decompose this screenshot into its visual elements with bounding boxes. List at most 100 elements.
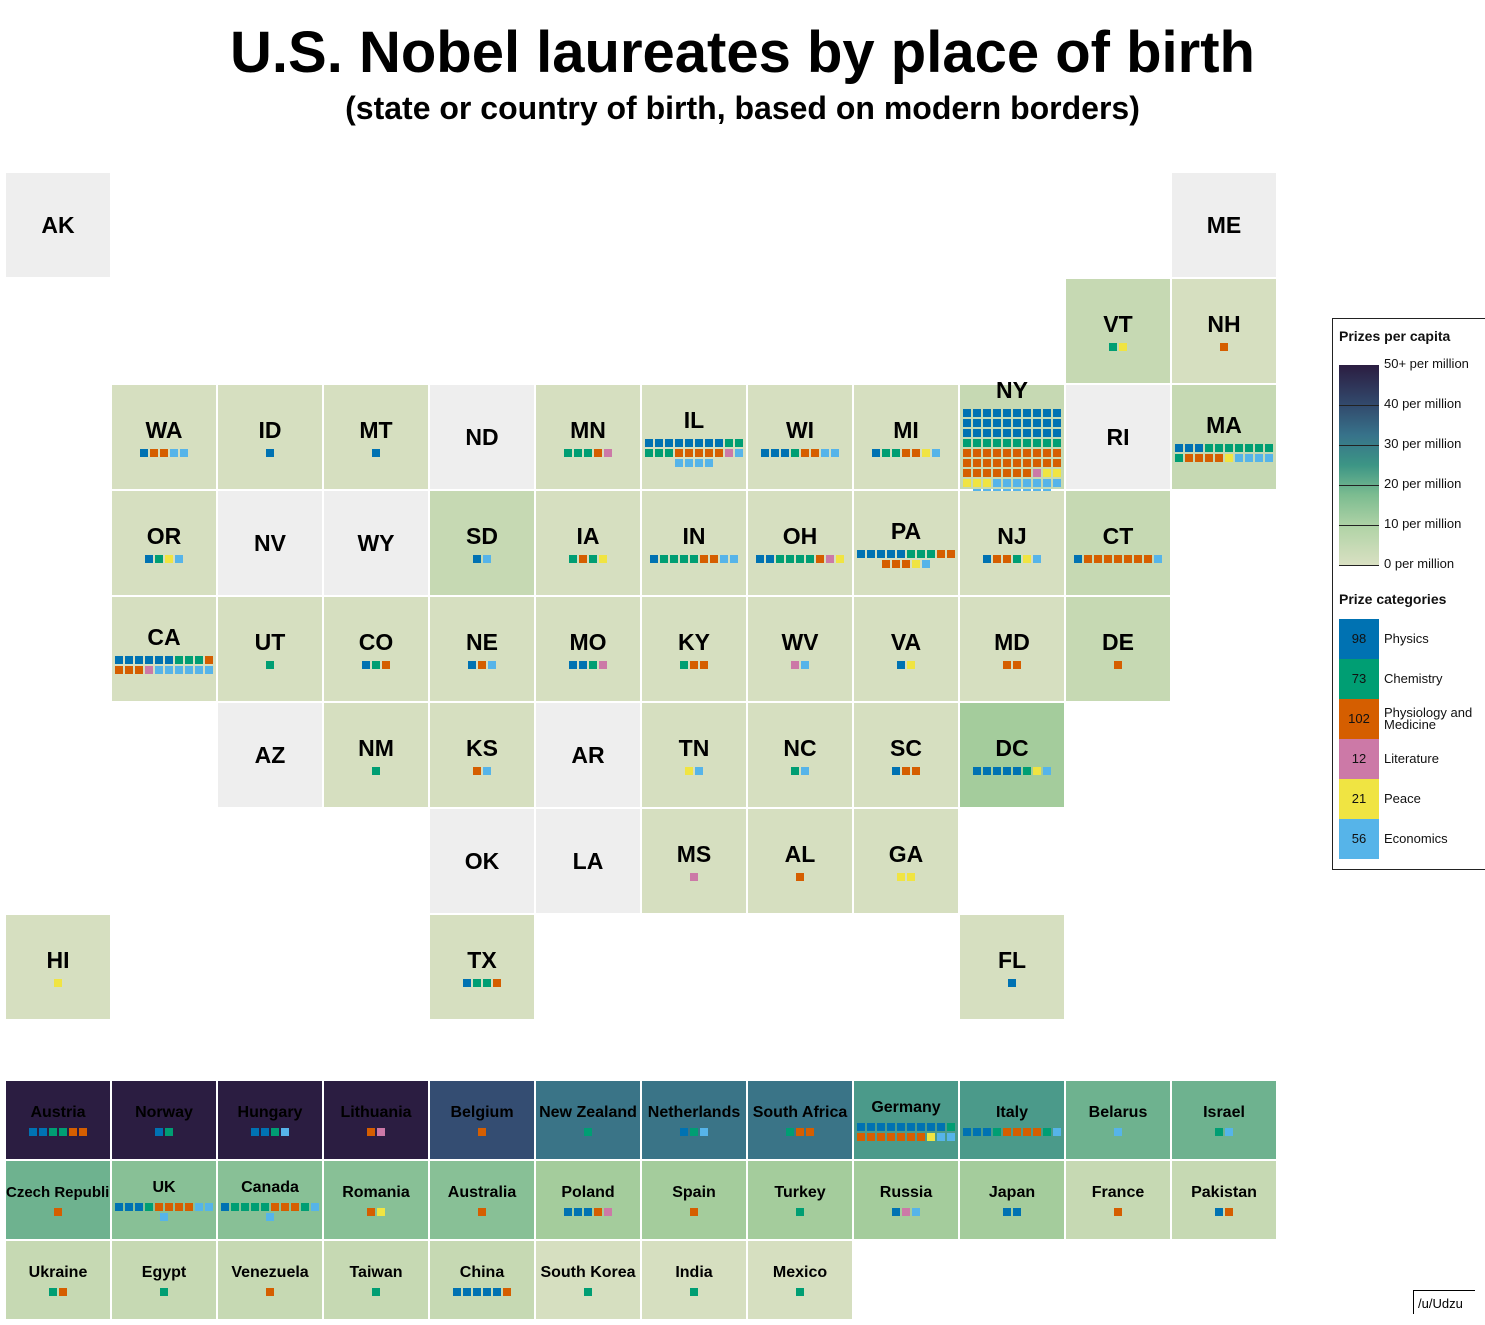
state-prize-square <box>574 449 582 457</box>
state-prize-square <box>973 469 981 477</box>
state-tile-me: ME <box>1172 173 1276 277</box>
state-label: VT <box>1103 311 1133 337</box>
state-prize-square <box>796 555 804 563</box>
state-prize-square <box>786 555 794 563</box>
state-prize-square <box>796 873 804 881</box>
state-prize-square <box>902 767 910 775</box>
country-prize-square <box>594 1208 602 1216</box>
state-prize-square <box>761 449 769 457</box>
state-prize-square <box>645 439 653 447</box>
state-prize-square <box>1053 439 1061 447</box>
country-prize-square <box>266 1213 274 1221</box>
state-label: IL <box>683 407 705 433</box>
country-tile-japan: Japan <box>960 1161 1064 1239</box>
country-prize-square <box>463 1288 471 1296</box>
country-prize-square <box>1003 1128 1011 1136</box>
country-prize-square <box>1114 1208 1122 1216</box>
state-prize-square <box>155 656 163 664</box>
state-prize-square <box>1043 439 1051 447</box>
state-prize-square <box>1205 444 1213 452</box>
state-prize-square <box>1134 555 1142 563</box>
state-prize-square <box>155 555 163 563</box>
country-prize-square <box>786 1128 794 1136</box>
country-prize-square <box>690 1128 698 1136</box>
country-prize-square <box>887 1123 895 1131</box>
state-prize-square <box>791 449 799 457</box>
state-prize-square <box>897 550 905 558</box>
country-prize-square <box>887 1133 895 1141</box>
state-label: MN <box>570 417 606 443</box>
state-tile-id: ID <box>218 385 322 489</box>
state-prize-square <box>589 555 597 563</box>
state-tile-nv: NV <box>218 491 322 595</box>
state-label: NH <box>1207 311 1241 337</box>
country-tile-spain: Spain <box>642 1161 746 1239</box>
country-tile-austria: Austria <box>6 1081 110 1159</box>
state-prize-square <box>1053 409 1061 417</box>
state-prize-square <box>1023 449 1031 457</box>
state-label: WI <box>785 417 815 443</box>
state-prize-square <box>811 449 819 457</box>
country-label: China <box>459 1264 505 1281</box>
state-label: TN <box>678 735 710 761</box>
country-prize-square <box>927 1123 935 1131</box>
state-label: ME <box>1206 212 1242 238</box>
country-tile-south-korea: South Korea <box>536 1241 640 1319</box>
state-label: NJ <box>997 523 1027 549</box>
state-prize-square <box>700 661 708 669</box>
state-prize-square <box>665 439 673 447</box>
country-prize-square <box>907 1123 915 1131</box>
legend-category-swatch: 12 <box>1339 739 1379 779</box>
state-label: MI <box>893 417 919 443</box>
state-prize-square <box>1013 469 1021 477</box>
state-prize-square <box>973 479 981 487</box>
state-prize-square <box>1225 444 1233 452</box>
country-prize-square <box>251 1203 259 1211</box>
state-prize-square <box>1144 555 1152 563</box>
state-prize-square <box>973 419 981 427</box>
state-prize-square <box>372 661 380 669</box>
state-prize-square <box>584 449 592 457</box>
country-prize-square <box>39 1128 47 1136</box>
state-prize-square <box>695 449 703 457</box>
state-prize-square <box>892 767 900 775</box>
legend-scale-label: 10 per million <box>1384 516 1462 531</box>
country-prize-square <box>155 1203 163 1211</box>
country-prize-square <box>49 1128 57 1136</box>
state-prize-square <box>973 767 981 775</box>
state-prize-square <box>483 979 491 987</box>
state-tile-ma: MA <box>1172 385 1276 489</box>
state-prize-square <box>1013 419 1021 427</box>
state-tile-fl: FL <box>960 915 1064 1019</box>
state-prize-square <box>993 469 1001 477</box>
state-prize-square <box>483 767 491 775</box>
state-label: NM <box>358 735 394 761</box>
state-tile-de: DE <box>1066 597 1170 701</box>
state-prize-square <box>665 449 673 457</box>
legend-category-swatch: 21 <box>1339 779 1379 819</box>
state-prize-square <box>175 656 183 664</box>
country-prize-square <box>367 1208 375 1216</box>
state-prize-square <box>150 449 158 457</box>
state-prize-square <box>907 873 915 881</box>
state-prize-square <box>1013 439 1021 447</box>
legend-category-swatch: 73 <box>1339 659 1379 699</box>
state-prize-square <box>882 560 890 568</box>
state-prize-square <box>685 439 693 447</box>
state-prize-square <box>912 767 920 775</box>
state-prize-square <box>993 459 1001 467</box>
state-prize-square <box>145 555 153 563</box>
state-prize-square <box>695 767 703 775</box>
state-prize-square <box>826 555 834 563</box>
state-prize-square <box>730 555 738 563</box>
country-prize-square <box>867 1133 875 1141</box>
state-label: MT <box>359 417 393 443</box>
state-prize-square <box>1185 454 1193 462</box>
state-tile-wi: WI <box>748 385 852 489</box>
country-label: UK <box>152 1179 176 1196</box>
country-prize-square <box>79 1128 87 1136</box>
state-prize-square <box>1220 343 1228 351</box>
state-prize-square <box>963 419 971 427</box>
country-prize-square <box>947 1133 955 1141</box>
state-tile-ga: GA <box>854 809 958 913</box>
